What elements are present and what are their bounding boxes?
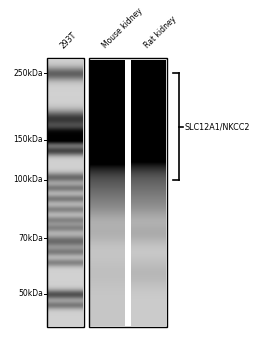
Text: 293T: 293T	[59, 30, 79, 50]
Text: 70kDa: 70kDa	[18, 233, 43, 243]
Text: 100kDa: 100kDa	[14, 175, 43, 184]
Bar	[47, 58, 84, 327]
Text: Rat kidney: Rat kidney	[142, 15, 178, 50]
Text: Mouse kidney: Mouse kidney	[101, 7, 144, 50]
Bar	[88, 58, 167, 327]
Text: SLC12A1/NKCC2: SLC12A1/NKCC2	[184, 122, 250, 131]
Text: 250kDa: 250kDa	[14, 69, 43, 78]
Text: 150kDa: 150kDa	[14, 135, 43, 144]
Text: 50kDa: 50kDa	[18, 289, 43, 298]
